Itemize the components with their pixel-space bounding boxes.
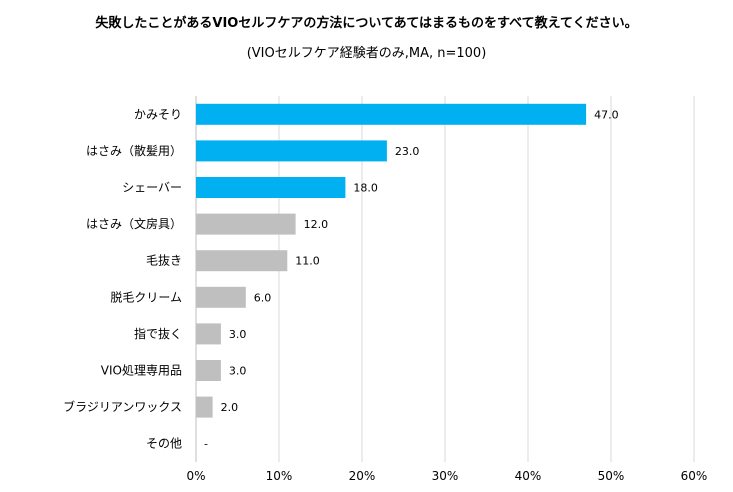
data-label: 6.0 [254,291,271,304]
category-label: はさみ（散髪用） [86,143,182,158]
x-tick-label: 0% [186,469,205,483]
data-label: 2.0 [221,401,239,414]
bar [196,213,296,235]
bar [196,286,246,308]
chart-subtitle: (VIOセルフケア経験者のみ,MA, n=100) [246,46,487,61]
data-label: 23.0 [395,145,420,158]
category-label: 指で抜く [134,326,182,341]
bar [196,103,587,125]
x-tick-label: 30% [432,469,459,483]
category-label: 脱毛クリーム [110,289,182,304]
category-label: シェーバー [122,181,182,195]
bar [196,396,213,418]
data-label: 3.0 [229,328,247,341]
x-tick-label: 50% [598,469,625,483]
chart-title: 失敗したことがあるVIOセルフケアの方法についてあてはまるものをすべて教えてくだ… [95,16,638,31]
category-label: VIO処理専用品 [101,364,182,378]
bar [196,140,387,162]
x-tick-label: 40% [515,469,542,483]
bar [196,360,221,381]
category-label: ブラジリアンワックス [63,399,182,414]
bar [196,177,346,198]
data-label: 12.0 [304,218,329,231]
bar [196,323,221,345]
data-label: 3.0 [229,365,247,378]
category-label: 毛抜き [146,254,182,268]
x-tick-label: 60% [681,469,708,483]
data-label: 18.0 [353,182,378,195]
category-label: かみそり [134,107,182,121]
category-label: はさみ（文房具） [86,216,182,231]
x-tick-label: 10% [266,469,293,483]
data-label: 11.0 [295,255,320,268]
data-label: 47.0 [594,108,619,121]
bar [196,250,288,272]
x-tick-label: 20% [349,469,376,483]
data-label: - [204,438,208,451]
category-label: その他 [146,437,182,451]
